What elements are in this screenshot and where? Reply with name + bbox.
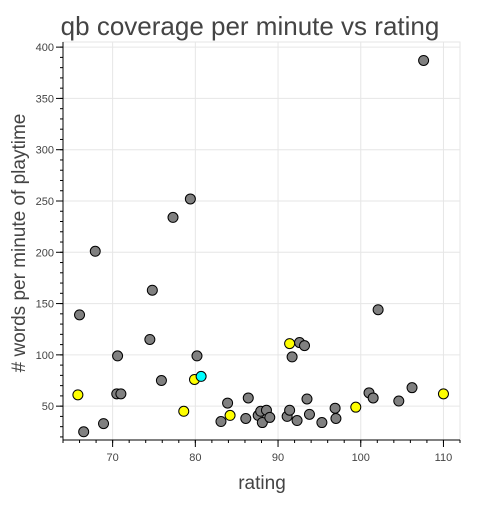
scatter-point: [184, 193, 196, 205]
scatter-point: [224, 409, 236, 421]
scatter-point: [167, 211, 179, 223]
scatter-point: [329, 402, 341, 414]
scatter-point: [406, 382, 418, 394]
scatter-point: [112, 350, 124, 362]
plot-frame: [62, 41, 461, 441]
scatter-point: [256, 417, 268, 429]
y-tick-label: 300: [36, 145, 54, 157]
scatter-point: [284, 404, 296, 416]
scatter-point: [330, 412, 342, 424]
scatter-point: [291, 415, 303, 427]
y-tick-label: 100: [36, 350, 54, 362]
scatter-point: [155, 375, 167, 387]
scatter-point: [286, 351, 298, 363]
x-tick-label: 80: [189, 452, 201, 464]
y-tick-label: 200: [36, 247, 54, 259]
scatter-point: [78, 426, 90, 438]
scatter-point: [89, 245, 101, 257]
scatter-point: [301, 393, 313, 405]
scatter-point: [242, 392, 254, 404]
scatter-point: [284, 338, 296, 350]
y-tick-label: 150: [36, 299, 54, 311]
x-tick-label: 110: [435, 452, 453, 464]
scatter-point: [393, 395, 405, 407]
scatter-point: [72, 389, 84, 401]
scatter-point: [299, 340, 311, 352]
scatter-point: [215, 416, 227, 428]
x-tick-label: 70: [107, 452, 119, 464]
axes: 70 80 90 100 110 50 100 150 200 250 300 350 400: [36, 42, 461, 464]
scatter-point: [222, 397, 234, 409]
x-tick-label: 90: [272, 452, 284, 464]
grid: [62, 41, 461, 441]
data-points: [72, 54, 449, 438]
scatter-point: [303, 408, 315, 420]
scatter-point: [264, 411, 276, 423]
scatter-point: [316, 417, 328, 429]
scatter-point: [146, 284, 158, 296]
scatter-point: [74, 309, 86, 321]
y-axis-label: # words per minute of playtime: [9, 114, 30, 373]
y-tick-label: 250: [36, 196, 54, 208]
y-tick-label: 50: [42, 401, 54, 413]
scatter-point: [195, 370, 207, 382]
scatter-point: [115, 388, 127, 400]
scatter-point: [191, 350, 203, 362]
scatter-point: [178, 405, 190, 417]
scatter-point: [98, 418, 110, 430]
x-tick-label: 100: [352, 452, 370, 464]
scatter-point: [144, 333, 156, 345]
chart-title: qb coverage per minute vs rating: [61, 11, 440, 41]
y-tick-label: 350: [36, 93, 54, 105]
scatter-point: [350, 401, 362, 413]
y-tick-label: 400: [36, 42, 54, 54]
scatter-point: [240, 412, 252, 424]
scatter-point: [418, 54, 430, 66]
scatter-point: [372, 304, 384, 316]
scatter-point: [437, 388, 449, 400]
scatter-point: [367, 392, 379, 404]
x-axis-label: rating: [238, 473, 286, 494]
